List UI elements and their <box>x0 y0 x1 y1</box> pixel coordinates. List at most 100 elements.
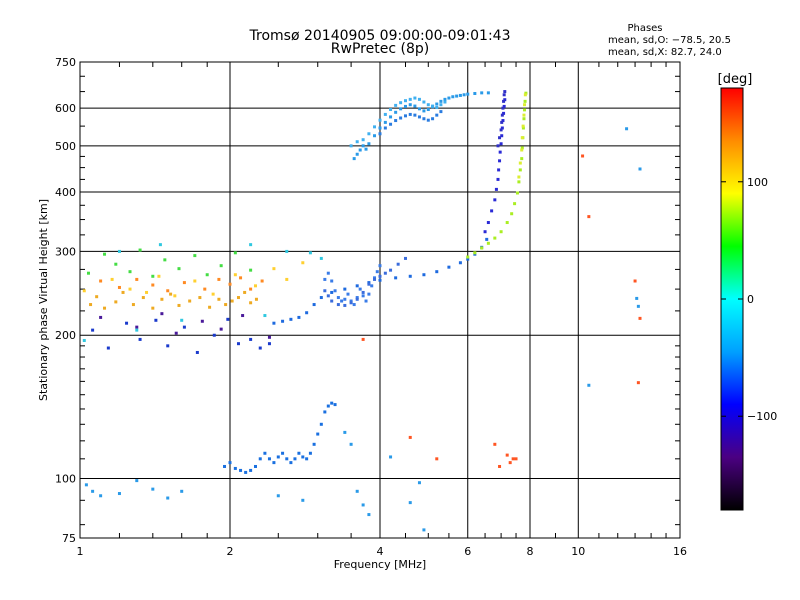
data-point <box>82 338 86 342</box>
data-point <box>408 112 412 116</box>
data-point <box>501 119 505 123</box>
x-tick-label: 2 <box>227 545 234 558</box>
data-point <box>462 93 466 97</box>
data-point <box>497 168 501 172</box>
data-point <box>501 106 505 110</box>
data-point <box>343 297 347 301</box>
data-point <box>394 110 398 114</box>
data-point <box>233 251 237 255</box>
data-point <box>160 297 164 301</box>
data-point <box>285 249 289 253</box>
data-point <box>496 177 500 181</box>
y-tick-labels: 750 600 500 400 300 200 100 75 <box>55 56 76 545</box>
data-point <box>285 457 289 461</box>
data-point <box>493 198 497 202</box>
colorbar-ticks: 100 0 −100 <box>721 176 777 423</box>
tick-marks <box>80 62 680 538</box>
data-point <box>352 303 356 307</box>
x-tick-label: 10 <box>571 545 585 558</box>
data-point <box>378 278 382 282</box>
data-point <box>417 107 421 111</box>
colorbar-tick-label: 0 <box>747 293 754 306</box>
data-point <box>370 284 374 288</box>
data-point <box>135 277 139 281</box>
data-point <box>426 108 430 112</box>
data-point <box>435 102 439 106</box>
data-point <box>95 295 99 299</box>
data-point <box>236 296 240 300</box>
data-point <box>346 292 350 296</box>
data-point <box>367 282 371 286</box>
y-tick-label: 300 <box>55 245 76 258</box>
data-point <box>239 468 243 472</box>
data-point <box>301 261 305 265</box>
data-point <box>498 150 502 154</box>
data-point <box>249 337 253 341</box>
data-point <box>308 251 312 255</box>
data-point <box>502 111 506 115</box>
data-point <box>249 287 253 291</box>
data-point <box>394 276 398 280</box>
data-point <box>367 292 371 296</box>
data-point <box>396 262 400 266</box>
data-point <box>521 124 525 128</box>
data-point <box>212 333 216 337</box>
data-point <box>131 303 135 307</box>
data-point <box>177 303 181 307</box>
data-point <box>473 251 477 255</box>
data-point <box>389 268 393 272</box>
data-point <box>99 315 103 319</box>
data-point <box>138 337 142 341</box>
chart-title: Tromsø 20140905 09:00:00-09:01:43 <box>249 28 511 44</box>
data-point <box>435 270 439 274</box>
data-point <box>128 287 132 291</box>
data-point <box>403 104 407 108</box>
data-point <box>383 126 387 130</box>
data-point <box>89 303 93 307</box>
data-point <box>517 175 521 179</box>
data-point <box>272 267 276 271</box>
y-axis-label: Stationary phase Virtual Height [km] <box>37 199 50 401</box>
data-point <box>486 241 490 245</box>
stats-o-line: mean, sd,O: −78.5, 20.5 <box>608 35 731 46</box>
data-point <box>636 381 640 385</box>
data-point <box>228 282 232 286</box>
data-point <box>447 265 451 269</box>
data-point <box>219 327 223 331</box>
data-point <box>138 248 142 252</box>
data-point <box>500 126 504 130</box>
data-point <box>483 230 487 234</box>
data-point <box>193 279 197 283</box>
data-point <box>349 299 353 303</box>
data-point <box>510 212 514 216</box>
data-point <box>413 104 417 108</box>
x-tick-label: 1 <box>77 545 84 558</box>
data-point <box>158 243 162 247</box>
data-point <box>263 314 267 318</box>
data-point <box>367 281 371 285</box>
data-point <box>422 109 426 113</box>
data-point <box>517 180 521 184</box>
data-point <box>408 435 412 439</box>
data-point <box>319 256 323 260</box>
data-point <box>500 113 504 117</box>
data-point <box>439 110 443 114</box>
data-point <box>373 276 377 280</box>
data-point <box>498 159 502 163</box>
stats-header: Phases <box>627 23 662 34</box>
x-tick-label: 4 <box>377 545 384 558</box>
data-point <box>443 97 447 101</box>
data-point <box>330 401 334 405</box>
data-point <box>241 314 245 318</box>
data-point <box>333 403 337 407</box>
data-point <box>503 98 507 102</box>
data-point <box>301 498 305 502</box>
data-point <box>361 294 365 298</box>
data-point <box>361 138 365 142</box>
data-point <box>480 246 484 250</box>
data-point <box>114 300 118 304</box>
data-point <box>375 270 379 274</box>
data-point <box>378 132 382 136</box>
data-point <box>180 489 184 493</box>
